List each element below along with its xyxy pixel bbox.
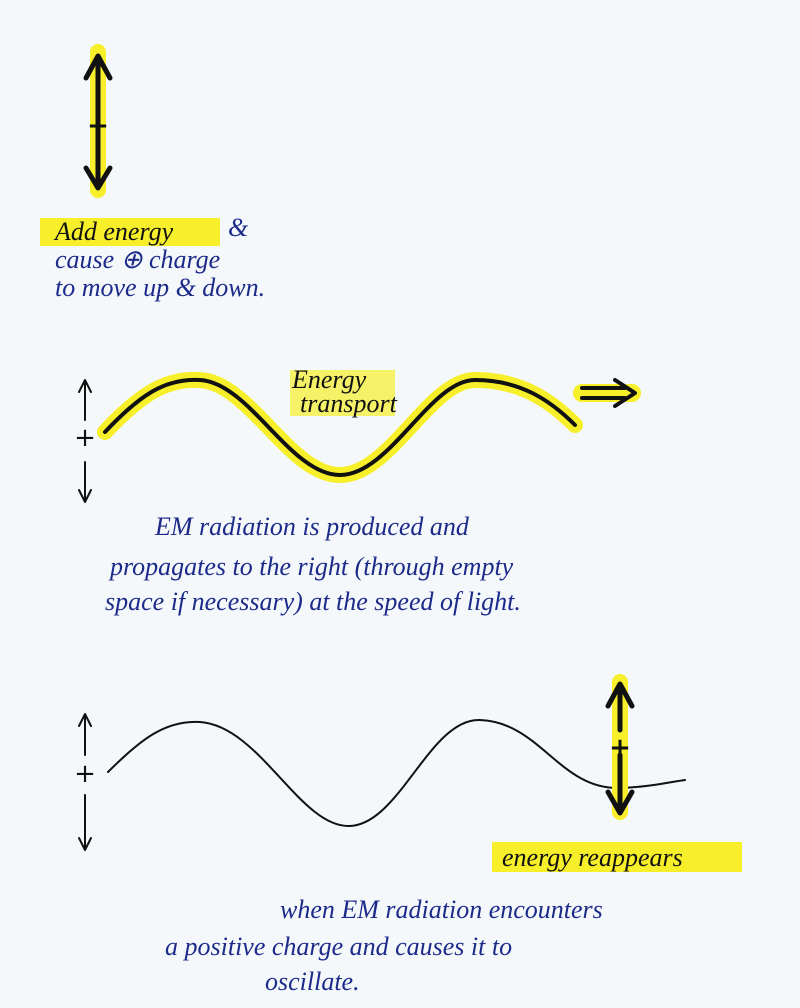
highlight [492, 842, 742, 872]
text: cause ⊕ charge [55, 245, 220, 274]
highlight-text: energy reappears [502, 843, 683, 872]
label: transport [300, 389, 398, 418]
highlight [290, 370, 395, 416]
caption: a positive charge and causes it to [165, 932, 512, 961]
caption: propagates to the right (through empty [108, 552, 514, 581]
arrow [78, 713, 92, 851]
text: to move up & down. [55, 273, 265, 302]
caption: when EM radiation encounters [280, 895, 603, 924]
highlight-text: Add energy [53, 217, 174, 246]
charge-symbol: + [74, 759, 96, 789]
highlight [40, 218, 220, 246]
charge-symbol: + [74, 423, 96, 453]
arrow [605, 681, 635, 816]
arrow [580, 378, 637, 408]
caption: space if necessary) at the speed of ligh… [105, 587, 521, 616]
label: Energy [291, 365, 367, 394]
arrow [83, 53, 113, 191]
caption: oscillate. [265, 967, 360, 996]
charge-symbol: + [87, 111, 109, 141]
arrow [78, 379, 92, 503]
caption: EM radiation is produced and [154, 512, 470, 541]
wave [103, 377, 577, 477]
charge-symbol: + [609, 733, 631, 763]
text: & [228, 213, 249, 242]
